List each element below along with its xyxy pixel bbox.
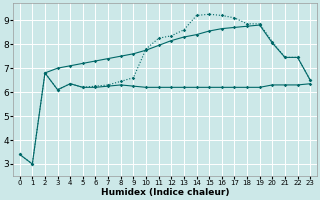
X-axis label: Humidex (Indice chaleur): Humidex (Indice chaleur) [101, 188, 229, 197]
